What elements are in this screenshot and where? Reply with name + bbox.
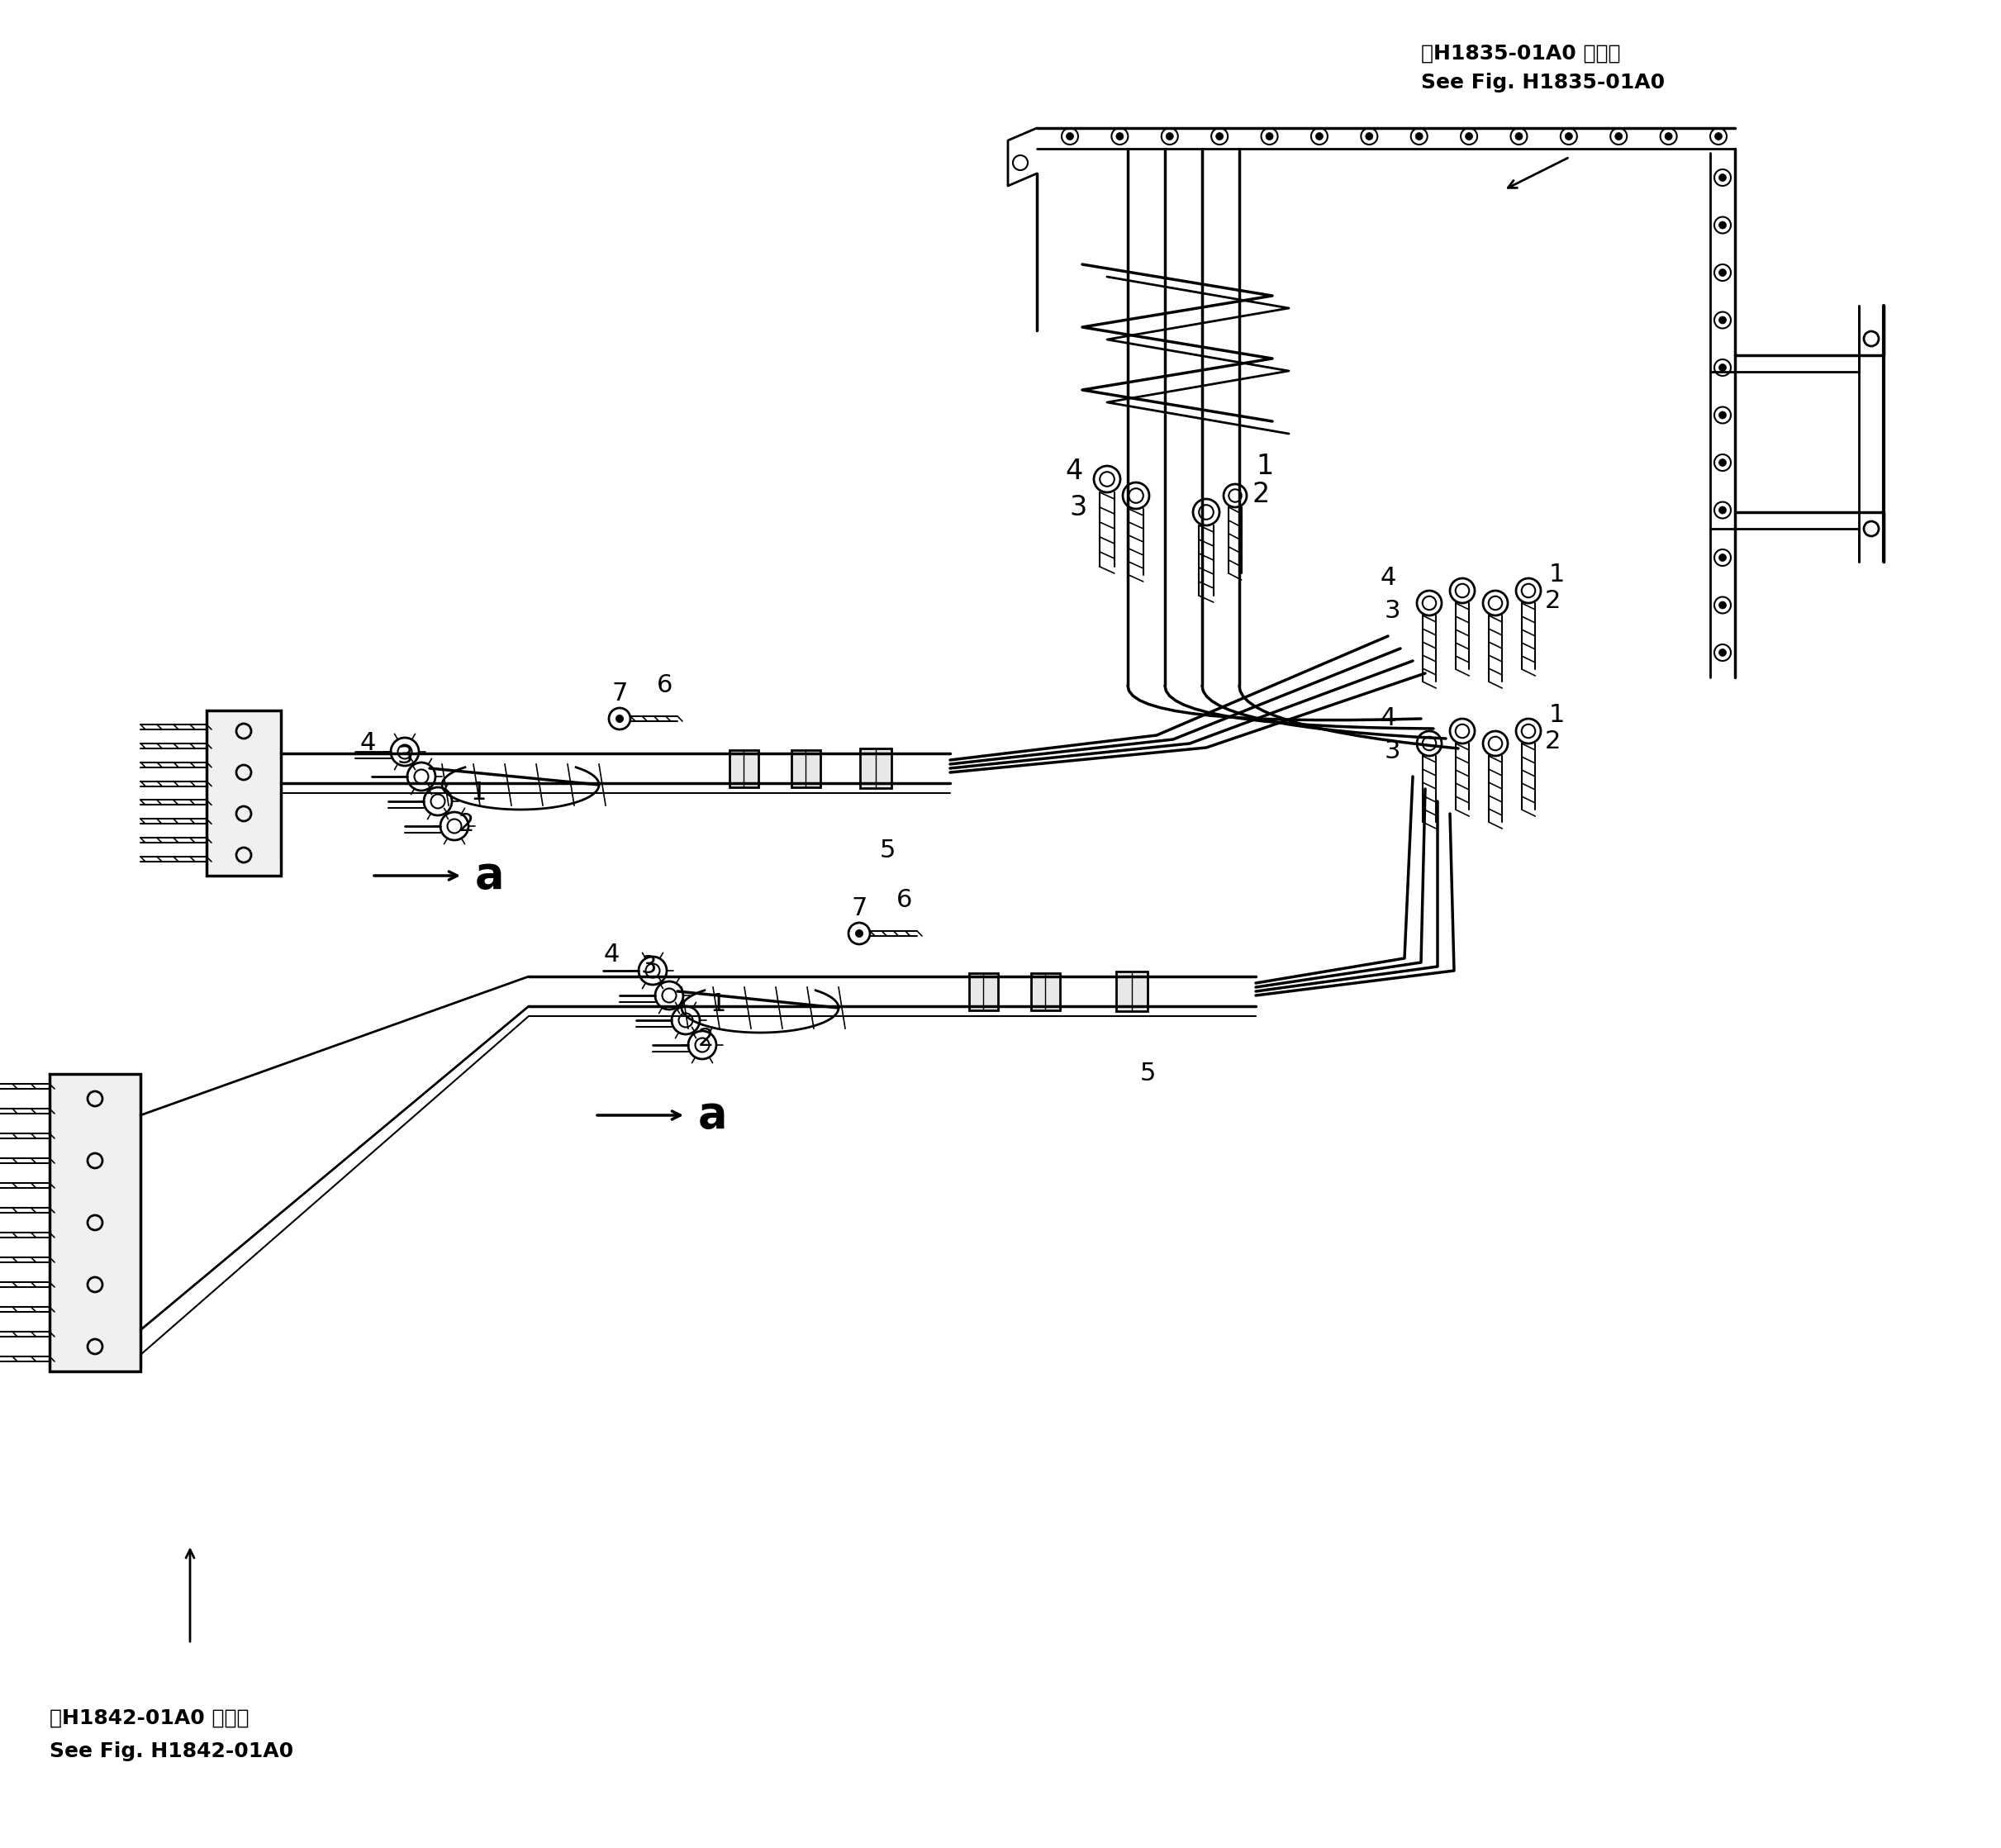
- Circle shape: [1719, 174, 1727, 181]
- Text: a: a: [698, 1094, 728, 1137]
- Text: 1: 1: [710, 992, 726, 1016]
- Text: 3: 3: [1385, 599, 1401, 623]
- Text: 5: 5: [1141, 1063, 1157, 1087]
- Circle shape: [1515, 133, 1523, 140]
- Circle shape: [1719, 554, 1727, 562]
- Text: 4: 4: [360, 732, 376, 756]
- Text: 2: 2: [458, 813, 474, 837]
- Text: 7: 7: [850, 896, 866, 920]
- Text: 1: 1: [470, 782, 486, 806]
- Text: 3: 3: [640, 955, 656, 979]
- Circle shape: [1315, 133, 1323, 140]
- Text: 1: 1: [1549, 562, 1565, 586]
- Text: 4: 4: [1381, 565, 1397, 590]
- Text: 2: 2: [1253, 480, 1269, 508]
- Circle shape: [1719, 270, 1727, 277]
- Text: 2: 2: [698, 1027, 714, 1052]
- Bar: [860, 748, 890, 787]
- Text: 2: 2: [1545, 590, 1561, 614]
- Circle shape: [1719, 506, 1727, 514]
- Bar: [968, 974, 998, 1011]
- Text: a: a: [474, 854, 504, 896]
- Text: 1: 1: [1549, 702, 1565, 726]
- Text: 2: 2: [1545, 730, 1561, 754]
- Circle shape: [1719, 316, 1727, 323]
- Text: 3: 3: [1069, 495, 1087, 521]
- Bar: [1031, 974, 1061, 1011]
- Circle shape: [616, 715, 624, 723]
- Circle shape: [1719, 412, 1727, 419]
- Circle shape: [1615, 133, 1623, 140]
- Bar: [206, 710, 280, 876]
- Text: 第H1835-01A0 図参照: 第H1835-01A0 図参照: [1421, 44, 1621, 63]
- Text: See Fig. H1842-01A0: See Fig. H1842-01A0: [50, 1741, 294, 1761]
- Text: 第H1842-01A0 図参照: 第H1842-01A0 図参照: [50, 1708, 248, 1728]
- Circle shape: [1167, 133, 1173, 140]
- Circle shape: [1719, 601, 1727, 608]
- Text: 3: 3: [396, 745, 412, 769]
- Circle shape: [1719, 364, 1727, 371]
- Bar: [1117, 972, 1147, 1011]
- Circle shape: [854, 930, 862, 937]
- Text: 1: 1: [1257, 453, 1273, 480]
- Text: 3: 3: [1385, 739, 1401, 763]
- Text: 4: 4: [1381, 706, 1397, 730]
- Bar: [730, 750, 758, 787]
- Circle shape: [1117, 133, 1123, 140]
- Text: 5: 5: [880, 839, 896, 863]
- Circle shape: [1267, 133, 1273, 140]
- Circle shape: [1719, 649, 1727, 656]
- Circle shape: [1067, 133, 1075, 140]
- Circle shape: [1719, 458, 1727, 466]
- Bar: [50, 1074, 140, 1371]
- Text: 6: 6: [896, 889, 912, 913]
- Bar: [792, 750, 820, 787]
- Text: 6: 6: [656, 675, 672, 699]
- Circle shape: [1465, 133, 1473, 140]
- Text: 7: 7: [612, 682, 628, 706]
- Text: See Fig. H1835-01A0: See Fig. H1835-01A0: [1421, 72, 1665, 92]
- Circle shape: [1719, 222, 1727, 229]
- Circle shape: [1565, 133, 1573, 140]
- Text: 4: 4: [604, 942, 620, 967]
- Text: 4: 4: [1065, 456, 1083, 484]
- Circle shape: [1665, 133, 1673, 140]
- Circle shape: [1415, 133, 1423, 140]
- Circle shape: [1217, 133, 1223, 140]
- Circle shape: [1715, 133, 1723, 140]
- Circle shape: [1365, 133, 1373, 140]
